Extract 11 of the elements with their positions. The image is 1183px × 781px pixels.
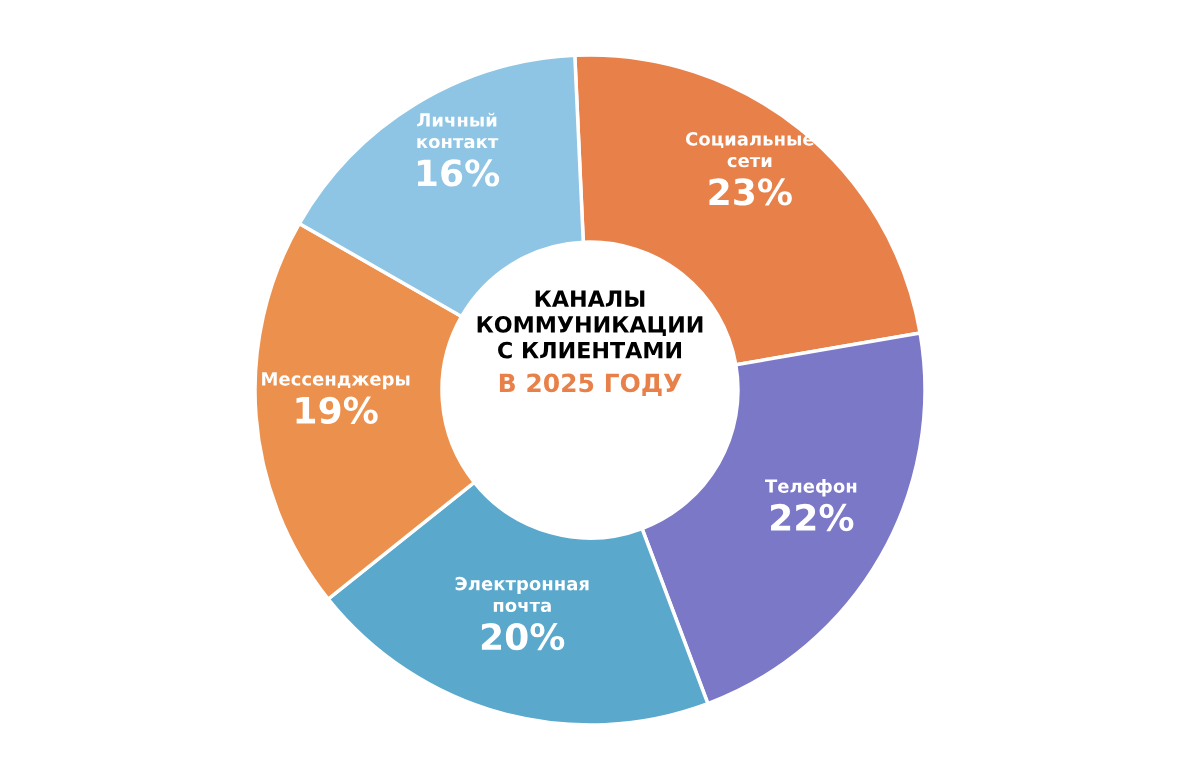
data-label: 19% [296,396,378,424]
slice-label: Личный контакт [417,112,499,149]
text: КАНАЛЫ КОММУНИКАЦИИ С КЛИЕНТАМИ [477,290,703,359]
data-label: 23% [709,178,792,206]
slice-label: Телефон [765,478,857,497]
data-label: 22% [771,503,854,532]
data-label: 20% [481,622,565,651]
text: В 2025 ГОДУ [499,373,682,396]
slice-label: Электронная почта [455,576,589,613]
slice-label: Мессенджеры [262,372,410,390]
data-label: 16% [417,159,500,187]
